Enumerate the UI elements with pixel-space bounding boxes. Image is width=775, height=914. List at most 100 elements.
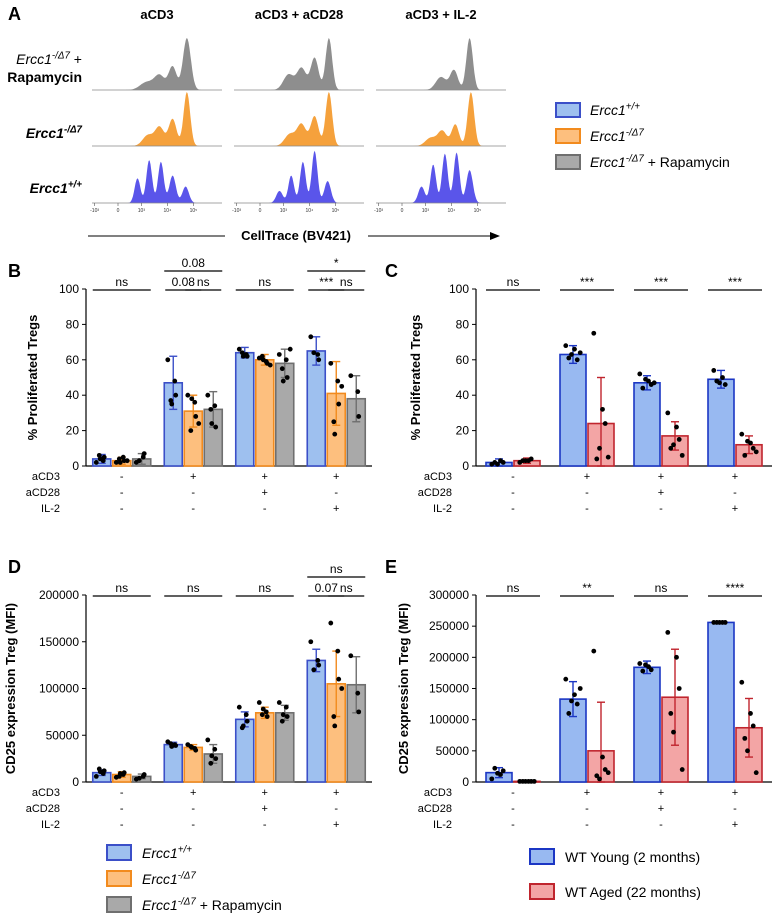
panel-letter-a: A <box>8 4 21 24</box>
histogram-column-title: aCD3 + aCD28 <box>255 7 344 22</box>
data-point <box>240 353 246 359</box>
data-point <box>311 350 317 356</box>
condition-sign: + <box>658 487 664 499</box>
data-point <box>188 428 194 433</box>
histogram-row-label-tail: + <box>70 51 82 67</box>
significance-label: ** <box>582 581 592 595</box>
significance-label: *** <box>319 275 333 289</box>
histogram-tick-label: 0 <box>117 208 120 214</box>
data-point <box>169 744 175 749</box>
condition-sign: - <box>263 503 267 515</box>
data-point <box>523 778 528 784</box>
condition-sign: + <box>333 471 339 483</box>
condition-sign: + <box>732 503 738 515</box>
data-point <box>331 419 337 425</box>
y-tick-label: 60 <box>456 353 470 367</box>
histogram-tick-label: 10⁵ <box>474 208 482 214</box>
data-point <box>279 718 285 724</box>
data-point <box>591 330 597 336</box>
bar-wt <box>163 743 184 783</box>
data-point <box>311 667 317 673</box>
data-point <box>264 714 270 719</box>
data-point <box>355 690 361 696</box>
y-tick-label: 20 <box>66 424 80 438</box>
chart-panel-c: C 0 20 40 60 80 100 % Proliferated Tregs ns *** **… <box>385 261 772 515</box>
legend-swatch-wt <box>106 844 132 861</box>
histogram-rapa <box>234 38 364 90</box>
condition-sign: - <box>511 787 515 799</box>
significance-label: **** <box>726 581 745 595</box>
legend-label-sup: -/Δ7 <box>178 896 197 907</box>
histogram-wt <box>92 160 222 203</box>
data-point <box>566 711 572 716</box>
data-point <box>213 424 219 430</box>
celltrace-axis-label: CellTrace (BV421) <box>241 228 351 243</box>
data-point <box>339 383 345 389</box>
histogram-row-label: Ercc1+/+ <box>30 179 83 196</box>
data-point <box>594 456 600 462</box>
histogram-column-title: aCD3 + IL-2 <box>405 7 476 22</box>
histogram-tick-label: 10⁴ <box>164 208 172 214</box>
data-point <box>280 712 286 718</box>
bar-wt <box>234 718 255 783</box>
histogram-tick-label: -10³ <box>374 208 383 214</box>
data-point <box>640 385 646 391</box>
data-point <box>594 773 600 779</box>
data-point <box>141 451 147 457</box>
bar-mut <box>254 712 275 783</box>
histogram-tick-label: 10³ <box>280 208 288 214</box>
condition-row-label: aCD3 <box>32 471 60 483</box>
data-point <box>665 630 671 635</box>
data-point <box>208 406 214 412</box>
condition-row-label: aCD3 <box>424 471 452 483</box>
condition-sign: + <box>333 503 339 515</box>
condition-sign: + <box>333 787 339 799</box>
significance-label: ns <box>507 581 520 595</box>
significance-label: ns <box>258 581 271 595</box>
condition-sign: + <box>190 787 196 799</box>
histogram-row-label-base: Ercc1 <box>16 51 52 67</box>
data-point <box>640 668 646 674</box>
data-point <box>93 773 99 779</box>
bar-young <box>633 382 661 467</box>
data-point <box>284 714 290 719</box>
arrow-right-icon <box>490 232 500 240</box>
data-point <box>124 458 130 464</box>
data-point <box>720 375 725 380</box>
data-point <box>205 737 211 743</box>
data-point <box>492 765 498 771</box>
condition-row-label: IL-2 <box>41 819 60 831</box>
significance-label: ns <box>197 275 210 289</box>
significance-label: * <box>334 256 339 270</box>
histogram-column-title: aCD3 <box>140 7 173 22</box>
condition-sign: + <box>732 471 738 483</box>
data-point <box>753 770 759 776</box>
condition-sign: - <box>191 803 195 815</box>
data-point <box>141 772 147 777</box>
data-point <box>495 770 500 776</box>
data-point <box>750 723 756 729</box>
data-point <box>336 676 342 682</box>
histogram-mut <box>92 92 222 146</box>
legend-label: Ercc1+/+ <box>590 101 640 118</box>
significance-label: ns <box>187 581 200 595</box>
condition-sign: - <box>659 503 663 515</box>
data-point <box>208 760 214 766</box>
data-point <box>236 704 242 710</box>
data-point <box>165 357 171 363</box>
condition-sign: - <box>120 803 124 815</box>
data-point <box>591 648 597 654</box>
histogram-tick-label: 10³ <box>422 208 430 214</box>
histogram-tick-label: 10⁵ <box>332 208 340 214</box>
data-point <box>750 445 756 451</box>
data-point <box>500 460 506 465</box>
data-point <box>602 421 608 426</box>
histogram-row-label: Ercc1-/Δ7 + <box>16 50 82 67</box>
data-point <box>668 445 674 451</box>
y-tick-label: 0 <box>72 459 79 473</box>
data-point <box>671 442 676 448</box>
data-point <box>212 403 218 409</box>
significance-label: ns <box>340 581 353 595</box>
data-point <box>97 769 103 775</box>
